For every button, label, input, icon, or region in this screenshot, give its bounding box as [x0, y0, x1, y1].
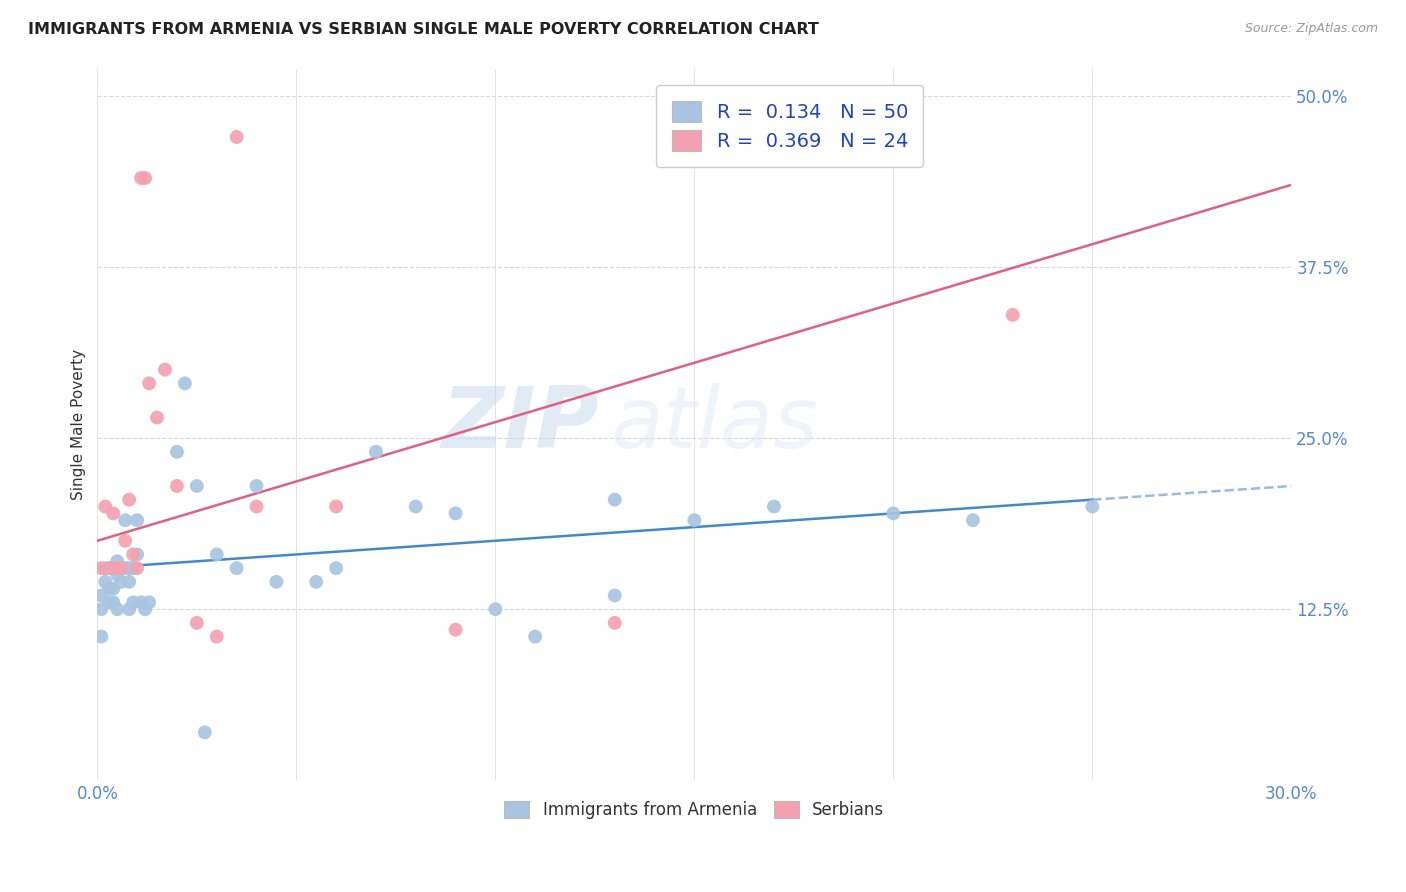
Point [103, 561, 125, 575]
Point [266, 574, 288, 589]
Point [127, 513, 149, 527]
Point [94, 500, 117, 514]
Point [110, 561, 132, 575]
Point [94, 574, 117, 589]
Point [129, 171, 152, 186]
Point [603, 589, 626, 603]
Point [325, 561, 347, 575]
Point [225, 561, 247, 575]
Point [484, 602, 506, 616]
Point [245, 500, 267, 514]
Point [103, 507, 125, 521]
Point [683, 513, 706, 527]
Point [122, 595, 145, 609]
Point [127, 561, 149, 575]
Point [114, 513, 136, 527]
Point [444, 623, 467, 637]
Point [166, 479, 188, 493]
Point [105, 602, 128, 616]
Point [94, 561, 117, 575]
Point [134, 602, 156, 616]
Point [603, 492, 626, 507]
Point [129, 595, 152, 609]
Point [225, 130, 247, 145]
Text: Source: ZipAtlas.com: Source: ZipAtlas.com [1244, 22, 1378, 36]
Point [90, 630, 112, 644]
Point [1081, 500, 1104, 514]
Point [138, 376, 160, 391]
Point [103, 582, 125, 596]
Point [118, 561, 141, 575]
Point [98, 595, 121, 609]
Point [98, 561, 121, 575]
Point [962, 513, 984, 527]
Text: IMMIGRANTS FROM ARMENIA VS SERBIAN SINGLE MALE POVERTY CORRELATION CHART: IMMIGRANTS FROM ARMENIA VS SERBIAN SINGL… [28, 22, 818, 37]
Point [105, 561, 128, 575]
Point [1001, 308, 1024, 322]
Point [118, 602, 141, 616]
Point [138, 595, 160, 609]
Point [405, 500, 427, 514]
Point [114, 561, 136, 575]
Point [98, 582, 121, 596]
Point [90, 561, 112, 575]
Point [882, 507, 904, 521]
Point [305, 574, 328, 589]
Legend: Immigrants from Armenia, Serbians: Immigrants from Armenia, Serbians [498, 794, 891, 825]
Y-axis label: Single Male Poverty: Single Male Poverty [72, 349, 86, 500]
Point [153, 362, 176, 376]
Point [603, 615, 626, 630]
Point [194, 725, 217, 739]
Point [364, 444, 387, 458]
Point [110, 574, 132, 589]
Point [114, 533, 136, 548]
Point [118, 574, 141, 589]
Point [524, 630, 547, 644]
Point [146, 410, 169, 425]
Point [122, 561, 145, 575]
Point [127, 548, 149, 562]
Point [205, 548, 228, 562]
Point [134, 171, 156, 186]
Point [166, 444, 188, 458]
Point [90, 602, 112, 616]
Point [103, 595, 125, 609]
Point [762, 500, 785, 514]
Point [118, 492, 141, 507]
Point [90, 589, 112, 603]
Point [110, 561, 132, 575]
Point [186, 479, 208, 493]
Point [444, 507, 467, 521]
Point [98, 561, 121, 575]
Point [325, 500, 347, 514]
Point [105, 568, 128, 582]
Text: atlas: atlas [610, 383, 818, 466]
Point [205, 630, 228, 644]
Point [174, 376, 197, 391]
Point [186, 615, 208, 630]
Text: ZIP: ZIP [441, 383, 599, 466]
Point [245, 479, 267, 493]
Point [105, 554, 128, 568]
Point [122, 548, 145, 562]
